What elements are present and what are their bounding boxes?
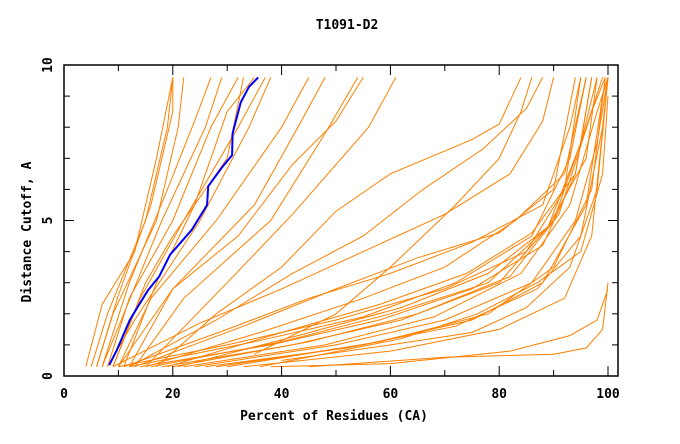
series-line xyxy=(117,77,310,367)
series-line xyxy=(167,77,593,368)
series-line xyxy=(178,77,598,368)
x-tick-label: 60 xyxy=(383,387,399,402)
series-line xyxy=(270,288,609,368)
x-tick-label: 20 xyxy=(165,387,181,402)
series-line xyxy=(216,77,609,368)
series-line xyxy=(134,77,576,368)
series-line xyxy=(254,77,533,355)
chart-title: T1091-D2 xyxy=(316,18,379,33)
y-axis-label: Distance Cutoff, A xyxy=(20,161,35,302)
series-line xyxy=(227,77,606,368)
series-line xyxy=(96,77,174,367)
series-line xyxy=(134,77,359,367)
series-line xyxy=(145,77,397,368)
series-line xyxy=(112,77,555,368)
series-line xyxy=(101,77,212,367)
series-line xyxy=(85,77,174,367)
series-line xyxy=(145,77,587,368)
series-line xyxy=(123,77,255,367)
series-line xyxy=(107,77,239,367)
series-line xyxy=(150,77,598,368)
y-tick-label: 0 xyxy=(41,372,56,380)
series-group xyxy=(85,76,609,368)
series-line xyxy=(308,282,609,368)
plot-frame xyxy=(63,64,619,377)
x-tick-label: 40 xyxy=(274,387,290,402)
series-line xyxy=(194,77,609,368)
series-line xyxy=(129,77,587,368)
series-line xyxy=(129,77,544,368)
x-tick-label: 100 xyxy=(596,387,620,402)
y-tick-label: 5 xyxy=(41,217,56,225)
x-tick-label: 0 xyxy=(60,387,68,402)
x-tick-label: 80 xyxy=(491,387,507,402)
series-line xyxy=(90,77,174,367)
series-line xyxy=(101,77,223,367)
series-line xyxy=(123,77,582,368)
series-line xyxy=(259,96,609,368)
series-line xyxy=(117,77,364,367)
x-axis-label: Percent of Residues (CA) xyxy=(240,409,428,424)
series-line xyxy=(172,77,606,368)
tick-group xyxy=(64,65,618,376)
series-line xyxy=(107,77,272,367)
series-line xyxy=(205,77,609,368)
highlight-series-line xyxy=(108,76,259,366)
series-line xyxy=(183,77,609,368)
y-tick-label: 10 xyxy=(41,57,56,73)
series-line xyxy=(128,77,326,367)
series-line xyxy=(243,77,609,368)
series-line xyxy=(281,77,609,361)
series-line xyxy=(156,77,522,368)
